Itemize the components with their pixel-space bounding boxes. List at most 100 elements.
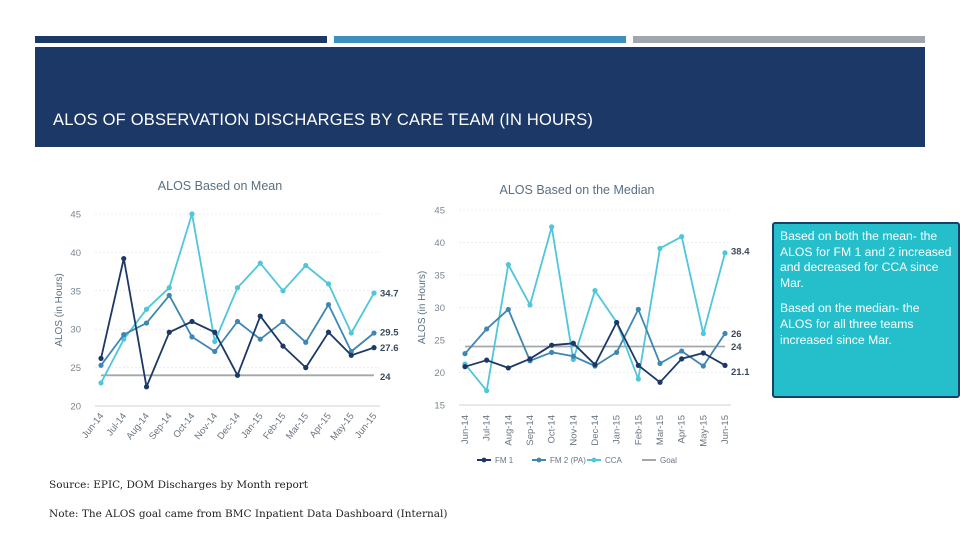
end-value-label: 24 — [380, 372, 391, 383]
data-point-fm-1 — [121, 255, 127, 262]
data-point-fm-1 — [505, 365, 511, 371]
y-tick-label: 35 — [70, 286, 81, 297]
legend-label-goal: Goal — [660, 456, 677, 465]
data-point-fm-2-pa — [570, 353, 576, 359]
chart-title: ALOS Based on Mean — [158, 179, 282, 193]
data-point-fm-2-pa — [98, 362, 104, 368]
end-value-label: 27.6 — [380, 343, 399, 354]
data-point-fm-1 — [657, 379, 663, 385]
data-point-fm-1 — [325, 329, 332, 335]
x-tick-label: Jun-14 — [460, 415, 471, 444]
data-point-cca — [657, 245, 663, 251]
y-axis-label: ALOS (in Hours) — [417, 271, 428, 344]
data-point-fm-1 — [570, 340, 576, 346]
data-point-fm-1 — [166, 329, 172, 335]
data-point-fm-1 — [212, 329, 218, 335]
top-stripe-gray — [633, 36, 925, 43]
data-point-cca — [505, 262, 511, 268]
y-tick-label: 35 — [434, 271, 445, 282]
y-axis-label: ALOS (in Hours) — [54, 273, 65, 346]
data-point-cca — [189, 211, 195, 217]
data-point-fm-2-pa — [462, 351, 468, 357]
data-point-cca — [98, 380, 104, 386]
data-point-cca — [212, 338, 218, 345]
data-point-fm-2-pa — [325, 302, 332, 308]
data-point-cca — [592, 288, 598, 294]
callout-mean-finding: Based on both the mean- the ALOS for FM … — [780, 229, 952, 290]
x-tick-label: May-15 — [328, 411, 356, 443]
data-point-fm-1 — [484, 357, 490, 363]
data-point-cca — [143, 306, 150, 312]
data-point-fm-2-pa — [257, 336, 263, 342]
legend-marker-cca — [591, 457, 597, 463]
findings-callout: Based on both the mean- the ALOS for FM … — [772, 222, 960, 398]
data-point-cca — [484, 388, 490, 394]
data-point-fm-2-pa — [371, 330, 377, 336]
x-tick-label: Mar-15 — [284, 411, 311, 441]
data-point-cca — [549, 224, 555, 230]
data-point-cca — [527, 302, 533, 308]
x-tick-label: Sep-14 — [525, 415, 536, 446]
data-point-fm-2-pa — [303, 339, 309, 345]
data-point-cca — [166, 285, 172, 291]
y-tick-label: 20 — [434, 368, 445, 379]
data-point-fm-2-pa — [635, 306, 641, 313]
data-point-fm-2-pa — [212, 348, 218, 355]
end-value-label: 29.5 — [380, 328, 399, 339]
x-tick-label: Aug-14 — [503, 415, 514, 446]
x-tick-label: Dec-14 — [590, 415, 601, 446]
y-tick-label: 25 — [434, 336, 445, 347]
data-point-fm-2-pa — [280, 318, 286, 325]
top-stripe-navy — [35, 36, 327, 43]
x-tick-label: Jun-15 — [353, 411, 380, 441]
data-point-cca — [325, 281, 332, 287]
slide-title: ALOS OF OBSERVATION DISCHARGES BY CARE T… — [53, 111, 594, 129]
x-tick-label: Jul-14 — [482, 415, 493, 441]
callout-median-finding: Based on the median- the ALOS for all th… — [780, 301, 920, 347]
data-point-fm-1 — [700, 350, 706, 356]
end-value-label: 26 — [731, 329, 742, 340]
x-tick-label: Oct-14 — [547, 415, 558, 444]
x-tick-label: Apr-15 — [677, 415, 688, 444]
data-point-cca — [234, 285, 241, 291]
y-tick-label: 40 — [434, 238, 445, 249]
data-point-fm-2-pa — [505, 306, 511, 313]
data-point-fm-1 — [722, 362, 728, 368]
data-point-fm-1 — [549, 342, 555, 348]
data-point-fm-1 — [143, 384, 150, 390]
data-point-cca — [303, 262, 309, 269]
header-band: ALOS OF OBSERVATION DISCHARGES BY CARE T… — [35, 47, 925, 147]
data-point-fm-2-pa — [722, 330, 728, 337]
y-tick-label: 45 — [434, 206, 445, 217]
series-line-fm-1 — [464, 321, 726, 384]
legend-marker-fm-1 — [481, 457, 487, 463]
median-chart-svg: ALOS Based on the Median ALOS (in Hours) 1… — [417, 183, 750, 465]
end-value-label: 34.7 — [380, 289, 399, 300]
data-point-fm-1 — [614, 319, 620, 326]
x-tick-label: Aug-14 — [124, 411, 152, 442]
data-point-fm-1 — [98, 355, 104, 361]
legend-label-fm-1: FM 1 — [495, 456, 514, 465]
data-point-fm-1 — [462, 364, 468, 370]
x-tick-label: Mar-15 — [655, 415, 666, 445]
data-point-fm-2-pa — [700, 363, 706, 369]
data-point-cca — [280, 288, 286, 294]
median-chart: ALOS Based on the Median ALOS (in Hours) 1… — [415, 170, 770, 475]
data-point-fm-1 — [189, 318, 195, 325]
data-point-fm-1 — [280, 343, 286, 349]
x-tick-label: Jun-15 — [720, 415, 731, 444]
data-point-fm-1 — [679, 356, 685, 362]
data-point-cca — [371, 290, 377, 296]
data-point-fm-2-pa — [121, 331, 127, 338]
x-tick-label: Feb-15 — [633, 415, 644, 445]
goal-note: Note: The ALOS goal came from BMC Inpati… — [49, 508, 448, 520]
x-tick-label: Nov-14 — [193, 411, 221, 442]
data-point-fm-2-pa — [143, 320, 150, 326]
data-point-cca — [257, 260, 263, 266]
x-tick-label: May-15 — [698, 415, 709, 447]
end-value-label: 38.4 — [731, 246, 750, 257]
data-point-fm-1 — [303, 365, 309, 371]
end-value-label: 24 — [731, 342, 742, 353]
source-note: Source: EPIC, DOM Discharges by Month re… — [49, 479, 309, 491]
series-line-fm-2-pa — [100, 294, 375, 366]
